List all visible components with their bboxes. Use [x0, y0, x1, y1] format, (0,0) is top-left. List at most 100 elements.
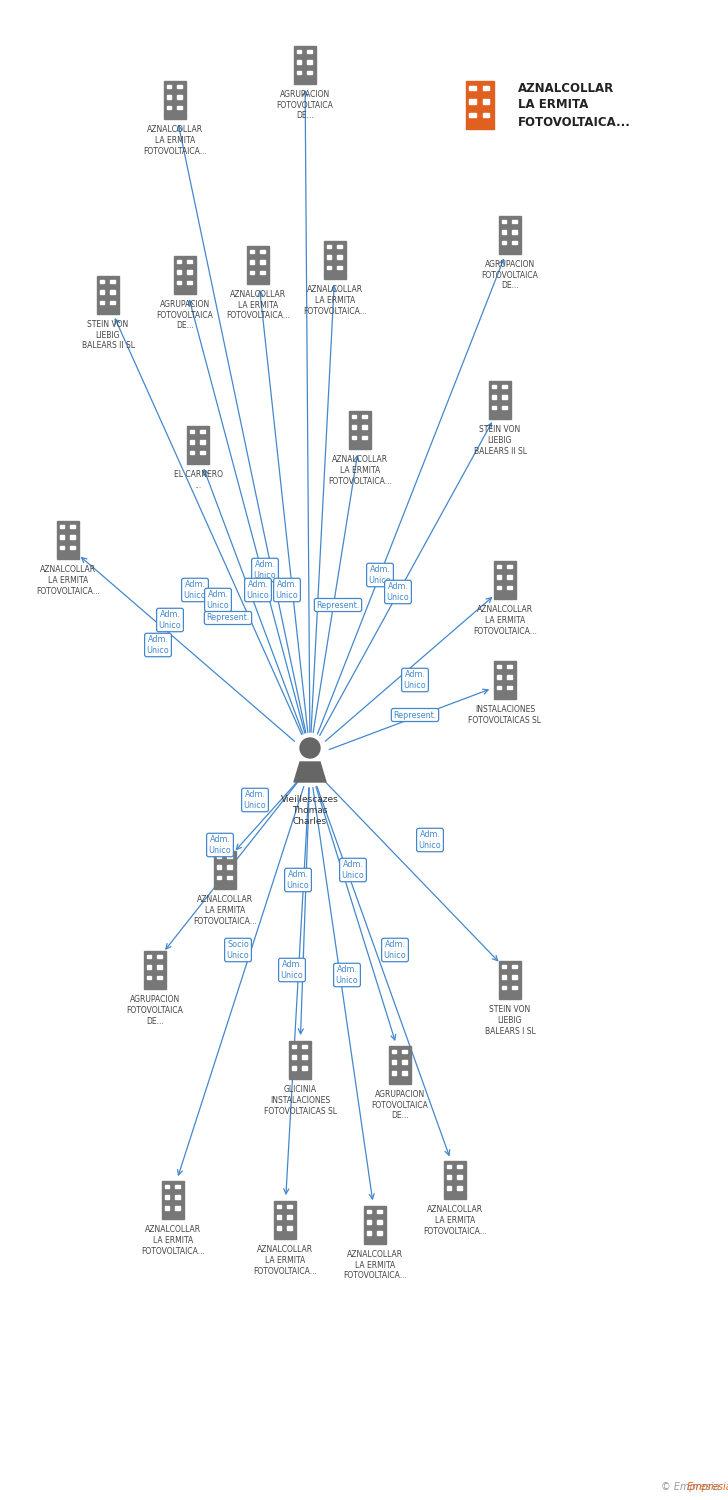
Bar — [162, 1180, 184, 1219]
Bar — [187, 260, 192, 262]
Bar — [367, 1210, 371, 1214]
Bar — [470, 112, 475, 117]
Bar — [457, 1176, 462, 1179]
Bar — [296, 60, 301, 64]
Bar — [302, 1046, 307, 1048]
Bar — [175, 1196, 180, 1198]
Bar — [110, 280, 115, 284]
Bar — [100, 280, 105, 284]
Bar — [296, 70, 301, 75]
Bar — [502, 406, 507, 410]
Text: Adm.
Unico: Adm. Unico — [419, 831, 441, 849]
Bar — [200, 441, 205, 444]
Text: Represent.: Represent. — [206, 614, 250, 622]
Bar — [496, 664, 502, 668]
Text: Adm.
Unico: Adm. Unico — [341, 861, 365, 879]
Bar — [502, 964, 507, 968]
Bar — [274, 1202, 296, 1239]
Bar — [491, 396, 496, 399]
Text: Adm.
Unico: Adm. Unico — [368, 566, 392, 585]
Bar — [200, 452, 205, 454]
Bar — [187, 270, 192, 274]
Bar — [392, 1050, 397, 1053]
Text: Adm.
Unico: Adm. Unico — [280, 960, 304, 980]
Bar — [499, 962, 521, 999]
Bar — [507, 566, 512, 568]
Text: Adm.
Unico: Adm. Unico — [247, 580, 269, 600]
Bar — [70, 536, 75, 538]
Bar — [110, 291, 115, 294]
Text: AGRUPACION
FOTOVOLTAICA
DE...: AGRUPACION FOTOVOLTAICA DE... — [481, 260, 539, 291]
Bar — [327, 266, 331, 270]
Bar — [189, 441, 194, 444]
Text: Adm.
Unico: Adm. Unico — [183, 580, 206, 600]
Bar — [250, 261, 255, 264]
Bar — [227, 855, 232, 858]
Bar — [214, 850, 236, 889]
Bar — [502, 396, 507, 399]
Bar — [277, 1215, 282, 1219]
Bar — [165, 1185, 170, 1188]
Bar — [483, 112, 489, 117]
Bar — [377, 1232, 382, 1234]
Bar — [302, 1056, 307, 1059]
Bar — [507, 586, 512, 590]
Bar — [227, 876, 232, 879]
Bar — [187, 426, 209, 464]
Bar — [70, 525, 75, 528]
Bar — [337, 244, 342, 248]
Bar — [177, 280, 181, 285]
Text: AZNALCOLLAR
LA ERMITA
FOTOVOLTAICA...: AZNALCOLLAR LA ERMITA FOTOVOLTAICA... — [193, 896, 257, 926]
Bar — [177, 96, 182, 99]
Bar — [483, 99, 489, 104]
Bar — [227, 865, 232, 868]
Text: Adm.
Unico: Adm. Unico — [276, 580, 298, 600]
Text: STEIN VON
LIEBIG
BALEARS I SL: STEIN VON LIEBIG BALEARS I SL — [485, 1005, 535, 1035]
Bar — [513, 231, 517, 234]
Bar — [491, 386, 496, 388]
Bar — [513, 975, 517, 980]
Bar — [352, 436, 357, 439]
Text: AZNALCOLLAR
LA ERMITA
FOTOVOLTAICA...: AZNALCOLLAR LA ERMITA FOTOVOLTAICA... — [423, 1204, 487, 1236]
Bar — [177, 86, 182, 88]
Bar — [189, 430, 194, 433]
Bar — [97, 276, 119, 314]
Bar — [402, 1071, 407, 1074]
Bar — [513, 242, 517, 244]
Bar — [507, 576, 512, 579]
Bar — [100, 291, 105, 294]
Bar — [466, 81, 494, 129]
Bar — [324, 242, 346, 279]
Bar — [502, 220, 507, 224]
Circle shape — [300, 738, 320, 758]
Bar — [200, 430, 205, 433]
Bar — [364, 1206, 386, 1243]
Bar — [507, 686, 512, 690]
Bar — [502, 975, 507, 980]
Text: AGRUPACION
FOTOVOLTAICA
DE...: AGRUPACION FOTOVOLTAICA DE... — [127, 994, 183, 1026]
Bar — [470, 86, 475, 90]
Text: AZNALCOLLAR
LA ERMITA
FOTOVOLTAICA...: AZNALCOLLAR LA ERMITA FOTOVOLTAICA... — [303, 285, 367, 315]
Bar — [70, 546, 75, 549]
Bar — [499, 216, 521, 254]
Text: AZNALCOLLAR
LA ERMITA
FOTOVOLTAICA...: AZNALCOLLAR LA ERMITA FOTOVOLTAICA... — [328, 454, 392, 486]
Bar — [177, 106, 182, 109]
Bar — [392, 1071, 397, 1074]
Bar — [457, 1186, 462, 1190]
Text: Socio
Unico: Socio Unico — [226, 940, 250, 960]
Bar — [260, 272, 265, 274]
Bar — [289, 1041, 311, 1078]
Bar — [292, 1066, 296, 1070]
Bar — [502, 231, 507, 234]
Text: INSTALACIONES
FOTOVOLTAICAS SL: INSTALACIONES FOTOVOLTAICAS SL — [469, 705, 542, 724]
Text: AZNALCOLLAR
LA ERMITA
FOTOVOLTAICA...: AZNALCOLLAR LA ERMITA FOTOVOLTAICA... — [343, 1250, 407, 1281]
Text: AGRUPACION
FOTOVOLTAICA
DE...: AGRUPACION FOTOVOLTAICA DE... — [371, 1090, 429, 1120]
Bar — [260, 251, 265, 254]
Text: EL CARNERO
...: EL CARNERO ... — [173, 470, 223, 489]
Bar — [60, 546, 65, 549]
Bar — [496, 586, 502, 590]
Bar — [292, 1056, 296, 1059]
Bar — [494, 662, 516, 699]
Bar — [392, 1060, 397, 1064]
Bar — [167, 96, 172, 99]
